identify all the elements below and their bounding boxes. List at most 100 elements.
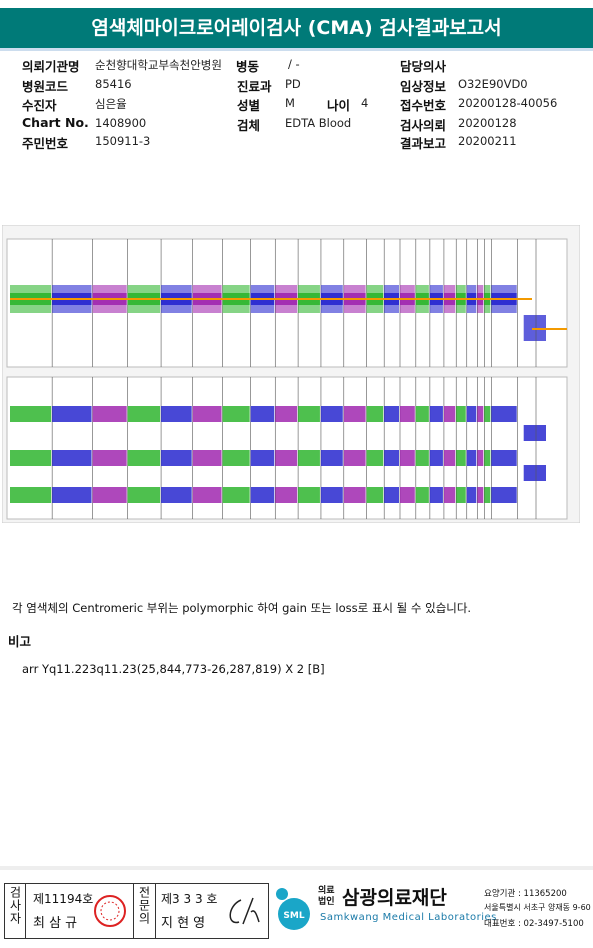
- plot-decoration: [384, 406, 399, 422]
- plot-decoration: [161, 450, 192, 466]
- plot-decoration: [366, 406, 384, 422]
- divider: [0, 866, 593, 870]
- value: EDTA Blood: [285, 116, 352, 130]
- plot-decoration: [400, 450, 415, 466]
- plot-decoration: [320, 487, 343, 503]
- plot-decoration: [10, 406, 52, 422]
- plot-decoration: [127, 487, 161, 503]
- header-bar: 염색체마이크로어레이검사 (CMA) 검사결과보고서: [0, 8, 593, 51]
- plot-decoration: [384, 450, 399, 466]
- plot-decoration: [161, 487, 192, 503]
- plot-decoration: [443, 487, 456, 503]
- signature: [229, 897, 260, 925]
- plot-decoration: [127, 406, 161, 422]
- value: 85416: [95, 77, 132, 91]
- corp-label: 의료 법인: [318, 886, 335, 907]
- plot-decoration: [275, 487, 298, 503]
- address: 서울특별시 서초구 양재동 9-60: [484, 903, 591, 912]
- plot-decoration: [161, 406, 192, 422]
- plot-decoration: [343, 487, 366, 503]
- plot-decoration: [222, 406, 250, 422]
- label: 접수번호: [400, 98, 447, 113]
- plot-decoration: [10, 487, 52, 503]
- plot-decoration: [484, 450, 491, 466]
- plot-decoration: [415, 406, 429, 422]
- plot-decoration: [400, 487, 415, 503]
- label: 나이: [327, 98, 351, 113]
- title: 염색체마이크로어레이검사 (CMA) 검사결과보고서: [91, 17, 502, 39]
- plot-decoration: [429, 487, 443, 503]
- plot-decoration: [320, 406, 343, 422]
- remarks: arr Yq11.223q11.23(25,844,773-26,287,819…: [22, 662, 325, 676]
- label: 결과보고: [400, 136, 447, 151]
- plot-decoration: [192, 450, 222, 466]
- plot-decoration: [250, 450, 275, 466]
- label: 성별: [237, 98, 261, 113]
- plot-decoration: [466, 406, 477, 422]
- value: M: [285, 96, 295, 110]
- label: 검사자: [8, 886, 22, 925]
- value: 제11194호: [33, 892, 94, 906]
- plot-decoration: [275, 406, 298, 422]
- plot-decoration: [456, 450, 466, 466]
- plot-decoration: [52, 406, 92, 422]
- plot-decoration: [429, 450, 443, 466]
- plot-decoration: [400, 406, 415, 422]
- label: 임상정보: [400, 79, 447, 94]
- org-en: Samkwang Medical Laboratories: [320, 912, 497, 923]
- seal: [94, 895, 126, 927]
- plot-decoration: [443, 406, 456, 422]
- plot-decoration: [52, 450, 92, 466]
- plot-decoration: [415, 487, 429, 503]
- plot-decoration: [192, 487, 222, 503]
- plot-decoration: [456, 406, 466, 422]
- value: 1408900: [95, 116, 147, 130]
- value: / -: [288, 57, 300, 71]
- plot-decoration: [484, 487, 491, 503]
- plot-decoration: [192, 406, 222, 422]
- plot-decoration: [491, 450, 517, 466]
- plot-decoration: [320, 450, 343, 466]
- org-name: 삼광의료재단: [342, 887, 447, 909]
- plot-decoration: [92, 450, 127, 466]
- plot-decoration: [491, 487, 517, 503]
- value: 순천향대학교부속천안병원: [95, 58, 222, 72]
- plot-decoration: [366, 450, 384, 466]
- plot-decoration: [523, 465, 546, 481]
- label: 주민번호: [22, 136, 69, 151]
- plot-decoration: [477, 487, 484, 503]
- plot-decoration: [52, 487, 92, 503]
- plot-decoration: [298, 406, 320, 422]
- plot-decoration: [222, 487, 250, 503]
- label: 병동: [236, 59, 260, 74]
- plot-decoration: [523, 425, 546, 441]
- plot-decoration: [466, 487, 477, 503]
- plot-decoration: [343, 450, 366, 466]
- logo-text: SML: [283, 911, 304, 921]
- plot-decoration: [477, 406, 484, 422]
- label: 의뢰기관명: [22, 59, 80, 74]
- code: 요양기관 : 11365200: [484, 889, 567, 899]
- label: 수진자: [22, 98, 57, 113]
- plot-decoration: [92, 487, 127, 503]
- value: 최 삼 규: [33, 916, 78, 931]
- signature-box: 검사자 제11194호 최 삼 규 전문의 제3 3 3 호 지 현 영: [4, 883, 269, 939]
- plot-decoration: [466, 450, 477, 466]
- logo: SML: [276, 888, 310, 930]
- plot-decoration: [298, 450, 320, 466]
- plot-decoration: [343, 406, 366, 422]
- remarks-label: 비고: [8, 634, 32, 649]
- value: PD: [285, 77, 301, 91]
- value: 제3 3 3 호: [161, 892, 218, 906]
- value: 150911-3: [95, 134, 151, 148]
- label: 병원코드: [22, 79, 69, 94]
- plot-decoration: [366, 487, 384, 503]
- label: 진료과: [237, 79, 272, 94]
- value: O32E90VD0: [458, 77, 528, 91]
- plot-decoration: [384, 487, 399, 503]
- plot-decoration: [275, 450, 298, 466]
- value: 지 현 영: [161, 916, 206, 931]
- label: 검사의뢰: [400, 118, 447, 133]
- cma-plot-image: [2, 225, 580, 523]
